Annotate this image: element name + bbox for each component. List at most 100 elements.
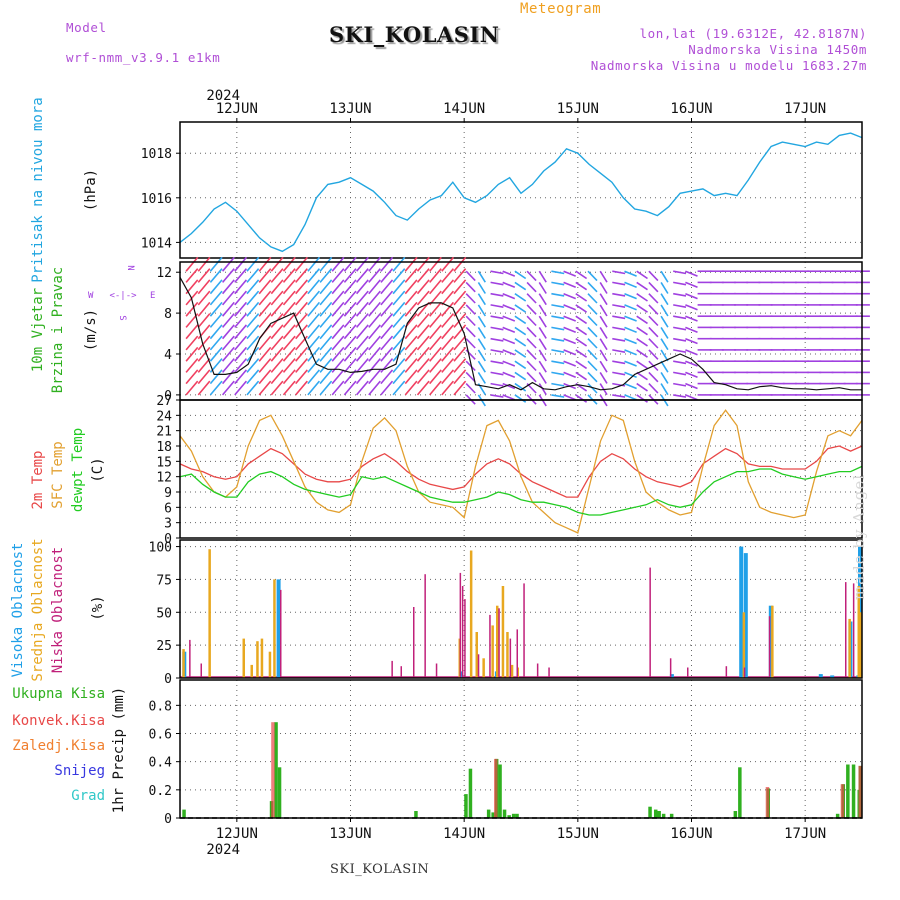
wind-barb xyxy=(599,338,608,351)
temp-tick-label: 0 xyxy=(164,532,172,547)
wind-barb xyxy=(502,270,516,277)
wind-barb xyxy=(551,349,565,353)
wind-barb xyxy=(490,394,504,398)
wind-barb xyxy=(295,335,308,351)
wind-barb xyxy=(282,313,296,328)
wind-barb xyxy=(612,304,626,308)
wind-barb xyxy=(685,394,698,401)
wind-barb xyxy=(660,360,669,373)
wind-barb xyxy=(185,358,199,373)
wind-barb xyxy=(526,304,537,315)
cloud-low-bar xyxy=(523,583,525,678)
wind-barb xyxy=(502,394,516,401)
precip-conv-bar xyxy=(494,758,498,818)
wind-barb xyxy=(368,380,381,396)
wind-barb xyxy=(538,304,547,317)
wind-barb xyxy=(319,290,333,306)
wind-barb xyxy=(660,304,669,317)
cloud-mid-bar xyxy=(268,651,272,678)
wind-barb xyxy=(575,338,588,347)
cloud-mid-bar xyxy=(182,649,185,678)
wind-barb xyxy=(258,290,272,306)
wind-barb xyxy=(209,279,223,295)
wind-barb xyxy=(648,371,659,383)
wind-barb xyxy=(319,346,333,362)
cloud-low-bar xyxy=(743,667,746,678)
wind-barb xyxy=(429,279,442,295)
cloud-mid-bar xyxy=(482,658,485,678)
model-label: Model xyxy=(66,20,107,35)
wind-barb xyxy=(368,301,381,317)
precip-total-bar xyxy=(648,806,652,818)
wind-barb xyxy=(343,335,357,351)
wind-barb xyxy=(295,279,308,295)
wind-barb xyxy=(477,338,486,351)
wind-barb xyxy=(416,335,430,351)
temp-tick-label: 18 xyxy=(156,440,172,455)
wind-barb xyxy=(575,326,588,336)
wind-barb xyxy=(185,256,199,272)
wind-barb xyxy=(441,301,455,317)
model-name: wrf-nmm_v3.9.1 e1km xyxy=(66,50,221,65)
wind-barb xyxy=(587,270,598,282)
cloud-low-bar xyxy=(424,574,426,678)
wind-barb xyxy=(270,290,284,306)
temp-tick-label: 6 xyxy=(164,501,172,516)
cloud-high-bar xyxy=(768,605,773,678)
wind-barb xyxy=(660,371,669,384)
wind-barb xyxy=(368,279,381,295)
wind-barb xyxy=(209,301,223,317)
cloud-low-bar xyxy=(548,667,550,678)
wind-barb xyxy=(612,326,626,331)
wind-barb xyxy=(404,279,418,295)
wind-barb xyxy=(453,313,467,328)
wind-barb xyxy=(636,293,648,302)
wind-barb xyxy=(563,360,576,367)
wind-barb xyxy=(197,256,211,272)
wind-barb xyxy=(490,360,504,365)
wind-barb xyxy=(465,315,476,327)
wind-barb xyxy=(587,360,598,372)
wind-barb xyxy=(599,304,608,317)
wind-barb xyxy=(453,369,467,385)
cloud-low-bar xyxy=(459,572,462,678)
bottom-date-label: 17JUN xyxy=(784,826,826,842)
wind-barb xyxy=(490,270,504,275)
wind-barb xyxy=(490,326,504,331)
wind-ylabel: (m/s) xyxy=(83,309,99,351)
wind-barb xyxy=(221,279,235,295)
wind-barb xyxy=(612,315,626,320)
precip-tick-label: 0.6 xyxy=(149,728,172,743)
precip-total-bar xyxy=(846,764,850,818)
wind-barb xyxy=(624,292,637,300)
top-date-label: 15JUN xyxy=(557,101,599,117)
wind-barb xyxy=(221,380,235,396)
wind-barb xyxy=(502,281,516,289)
wind-barb xyxy=(599,293,608,306)
wind-barb xyxy=(380,279,394,295)
wind-barb xyxy=(404,369,418,385)
wind-barb xyxy=(234,369,248,385)
wind-barb xyxy=(416,358,430,373)
wind-barb xyxy=(343,324,357,340)
wind-barb xyxy=(465,281,476,293)
cloud-low-bar xyxy=(687,667,689,678)
wind-barb xyxy=(514,326,527,336)
wind-barb xyxy=(197,358,211,373)
wind-barb xyxy=(319,313,333,328)
wind-barb xyxy=(197,313,211,328)
wind-barb xyxy=(331,268,345,283)
wind-barb xyxy=(295,346,308,362)
cloud-high-bar xyxy=(669,674,674,678)
wind-barb xyxy=(319,335,333,351)
wind-barb xyxy=(538,270,547,283)
wind-barb xyxy=(404,324,418,340)
wind-barb xyxy=(612,371,626,376)
wind-barb xyxy=(380,301,394,317)
wind-barb xyxy=(319,301,333,317)
cloud-high-bar xyxy=(739,546,744,678)
wind-barb xyxy=(502,382,516,390)
cloud-high-bar xyxy=(830,675,835,678)
wind-barb xyxy=(587,293,598,304)
compass-east: E xyxy=(150,291,155,301)
